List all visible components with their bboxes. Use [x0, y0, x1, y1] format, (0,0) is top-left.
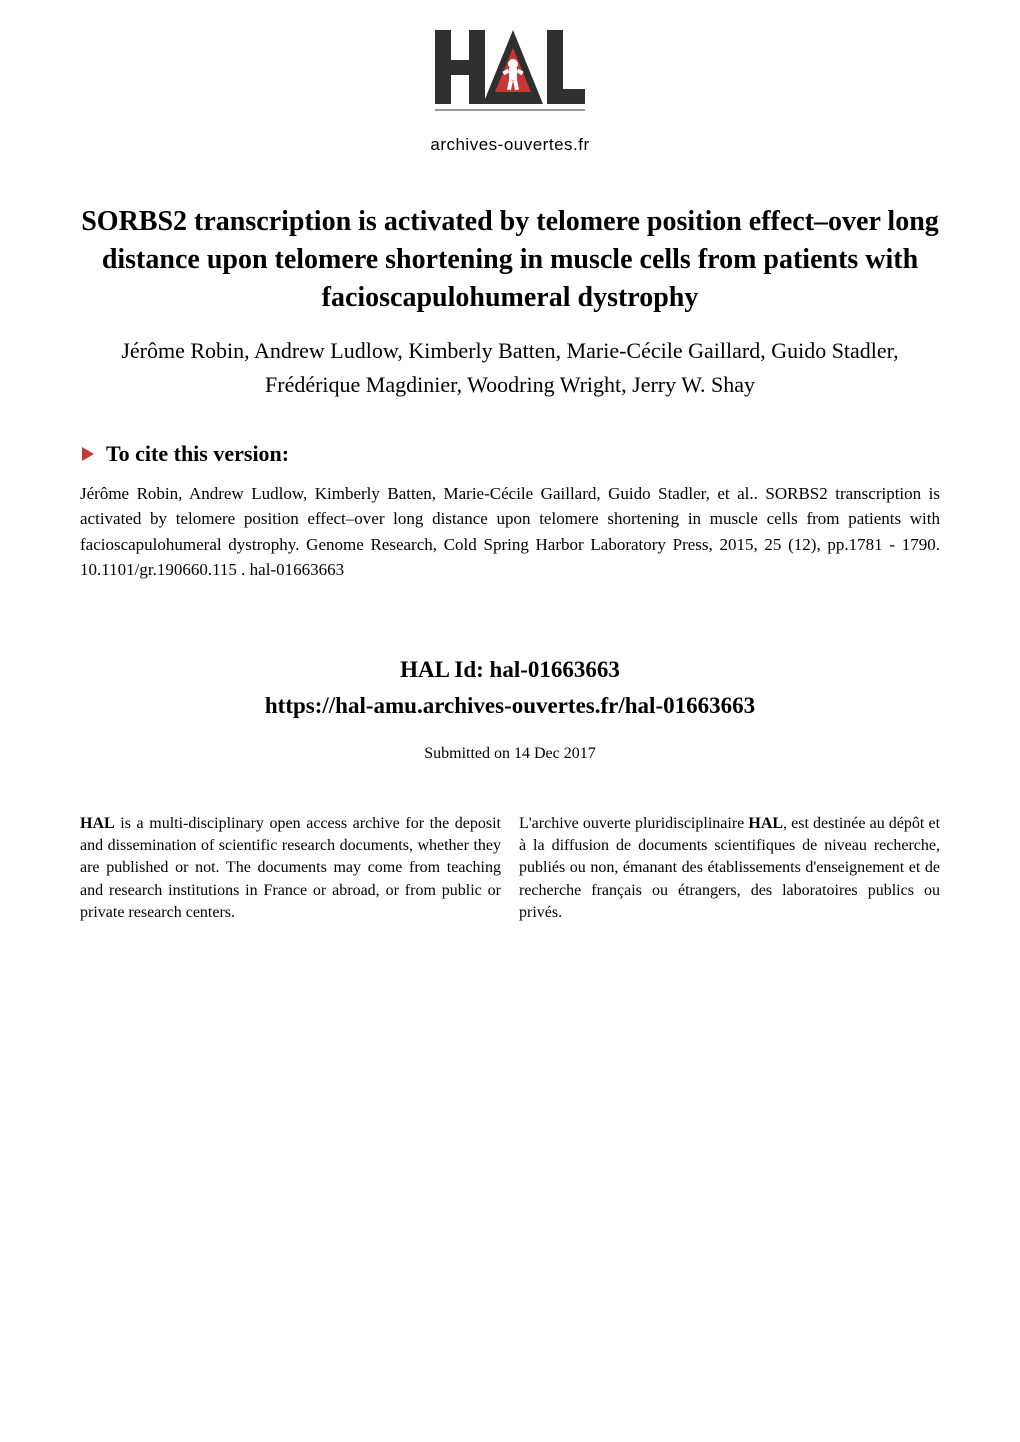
- cite-heading: To cite this version:: [106, 441, 289, 467]
- hal-id: HAL Id: hal-01663663: [80, 657, 940, 683]
- hal-url: https://hal-amu.archives-ouvertes.fr/hal…: [80, 693, 940, 719]
- hal-id-block: HAL Id: hal-01663663 https://hal-amu.arc…: [80, 657, 940, 719]
- left-bold: HAL: [80, 815, 115, 832]
- paper-authors: Jérôme Robin, Andrew Ludlow, Kimberly Ba…: [80, 334, 940, 402]
- paper-title: SORBS2 transcription is activated by tel…: [80, 203, 940, 316]
- description-left: HAL is a multi-disciplinary open access …: [80, 813, 501, 925]
- right-prefix: L'archive ouverte pluridisciplinaire: [519, 815, 748, 832]
- triangle-right-icon: [80, 446, 96, 462]
- hal-logo-icon: [435, 30, 585, 126]
- cite-heading-row: To cite this version:: [80, 441, 940, 467]
- description-right: L'archive ouverte pluridisciplinaire HAL…: [519, 813, 940, 925]
- citation-text: Jérôme Robin, Andrew Ludlow, Kimberly Ba…: [80, 481, 940, 583]
- hal-logo-block: archives-ouvertes.fr: [80, 30, 940, 155]
- submitted-date: Submitted on 14 Dec 2017: [80, 745, 940, 763]
- description-columns: HAL is a multi-disciplinary open access …: [80, 813, 940, 925]
- left-text: is a multi-disciplinary open access arch…: [80, 815, 501, 922]
- logo-caption: archives-ouvertes.fr: [80, 135, 940, 155]
- right-bold: HAL: [748, 815, 783, 832]
